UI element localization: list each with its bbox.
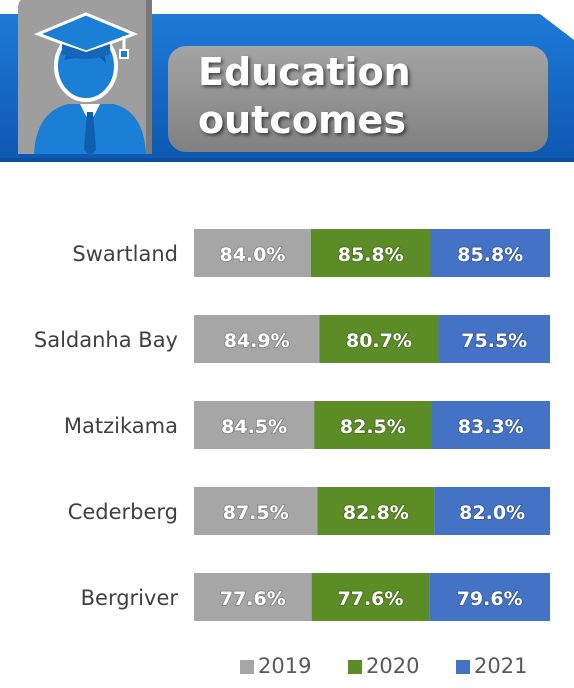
header-banner [0,0,574,162]
data-label-2021: 83.3% [458,416,524,438]
page-title: Education outcomes [198,48,538,144]
legend-label-2019: 2019 [258,654,312,678]
data-label-2019: 77.6% [220,588,286,610]
bar-2021 [438,315,550,363]
legend-label-2020: 2020 [366,654,420,678]
data-label-2020: 85.8% [338,244,404,266]
category-label: Bergriver [81,586,179,610]
legend-swatch-2021 [456,660,470,674]
legend-swatch-2020 [348,660,362,674]
bar-2019 [194,401,315,449]
graduate-icon [33,12,146,156]
category-label: Swartland [72,242,178,266]
category-label: Saldanha Bay [34,328,178,352]
data-label-2019: 84.0% [220,244,286,266]
bar-2020 [319,315,439,363]
bar-2021 [429,573,550,621]
legend-item-2020: 2020 [348,652,419,680]
chart-legend: 2019 2020 2021 [0,650,574,682]
data-label-2021: 85.8% [457,244,523,266]
bar-2021 [434,487,550,535]
data-label-2019: 84.9% [224,330,290,352]
data-label-2021: 82.0% [459,502,525,524]
bar-2020 [311,573,430,621]
bar-2019 [194,487,318,535]
stacked-bar-chart: Swartland 84.0% 85.8% 85.8% Saldanha Bay 84.9… [34,229,550,621]
bar-2020 [314,401,432,449]
title-line-2: outcomes [198,98,406,142]
title-line-1: Education [198,50,411,94]
bar-2020 [310,229,431,277]
data-label-2020: 82.8% [343,502,409,524]
bar-2019 [194,315,320,363]
title-bar [168,46,548,152]
bar-2019 [194,229,311,277]
data-label-2020: 82.5% [340,416,406,438]
category-label: Matzikama [64,414,178,438]
legend-item-2019: 2019 [240,652,311,680]
data-label-2021: 79.6% [457,588,523,610]
data-label-2020: 77.6% [338,588,404,610]
category-label: Cederberg [68,500,178,524]
data-label-2021: 75.5% [461,330,527,352]
data-label-2020: 80.7% [346,330,412,352]
bar-2021 [430,229,550,277]
bar-2020 [317,487,435,535]
legend-label-2021: 2021 [474,654,528,678]
data-label-2019: 87.5% [223,502,289,524]
bar-2019 [194,573,312,621]
legend-item-2021: 2021 [456,652,527,680]
bar-2021 [431,401,550,449]
legend-swatch-2019 [240,660,254,674]
data-label-2019: 84.5% [221,416,287,438]
